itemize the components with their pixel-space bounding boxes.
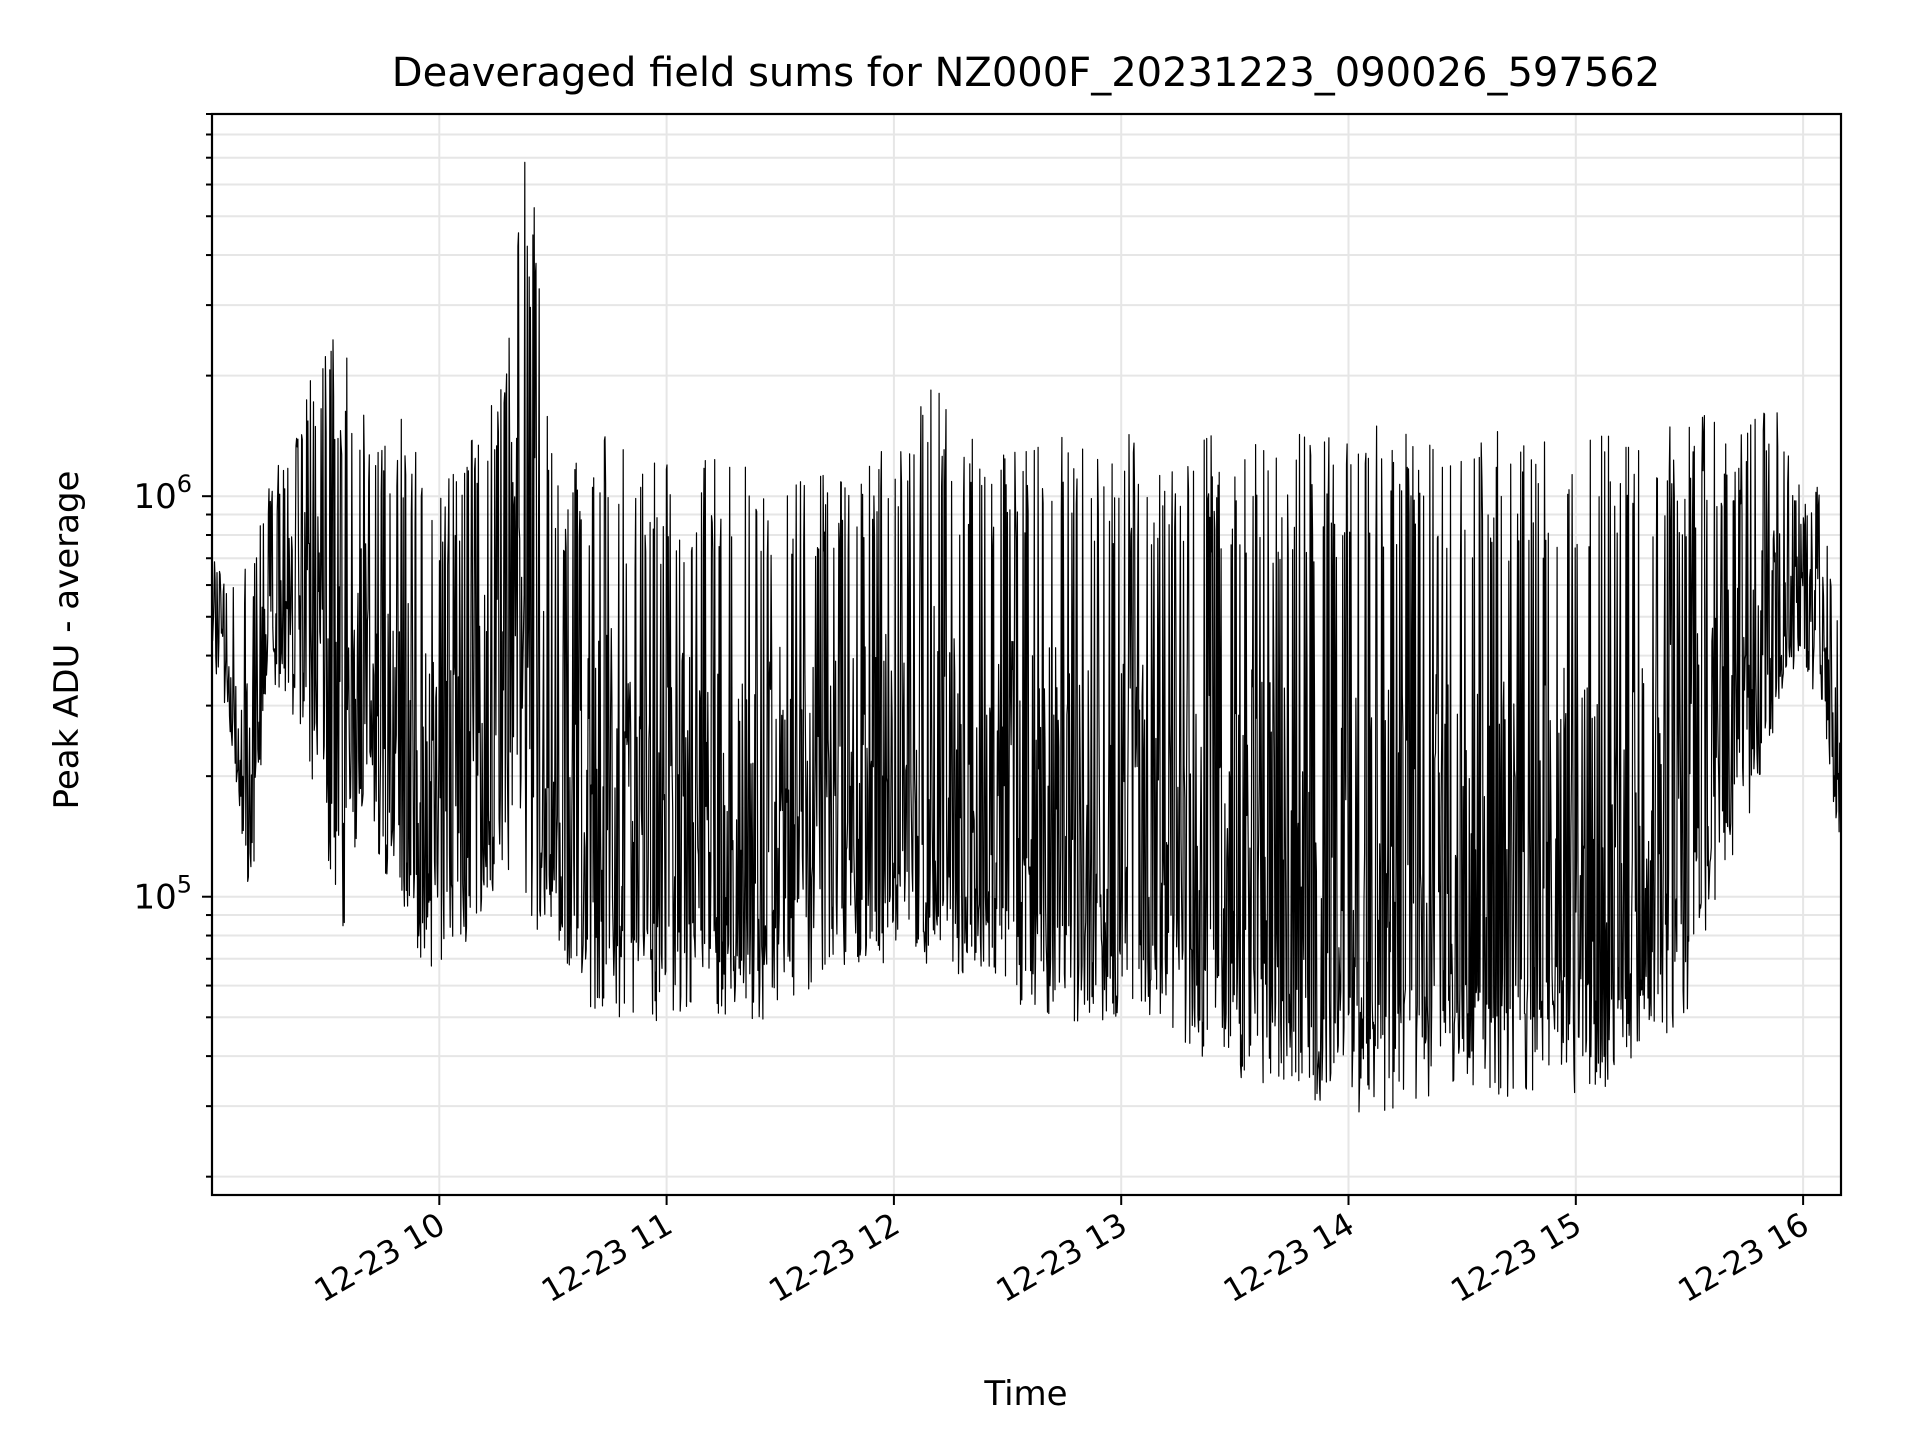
- x-tick-label: 12-23 15: [1444, 1205, 1588, 1310]
- x-tick-label: 12-23 10: [308, 1205, 452, 1310]
- y-tick-label: 105: [133, 871, 192, 918]
- x-axis: 12-23 10 12-23 11 12-23 12 12-23 13 12-23 14…: [308, 1195, 1815, 1310]
- series-line: [211, 161, 1842, 1113]
- data-layer: [211, 161, 1842, 1113]
- chart-title: Deaveraged field sums for NZ000F_2023122…: [392, 50, 1660, 96]
- y-tick-exponent: 6: [177, 470, 192, 498]
- y-tick-base: 10: [133, 878, 176, 918]
- y-tick-label: 106: [133, 470, 192, 517]
- x-tick-label: 12-23 12: [762, 1205, 906, 1310]
- x-axis-label: Time: [983, 1374, 1067, 1414]
- x-tick-label: 12-23 11: [535, 1205, 679, 1310]
- x-tick-label: 12-23 16: [1672, 1205, 1816, 1310]
- y-axis-label: Peak ADU - average: [47, 471, 87, 810]
- x-tick-label: 12-23 14: [1217, 1205, 1361, 1310]
- x-tick-label: 12-23 13: [990, 1205, 1134, 1310]
- y-tick-base: 10: [133, 477, 176, 517]
- y-tick-exponent: 5: [177, 871, 192, 899]
- plot-frame: [210, 112, 1843, 1197]
